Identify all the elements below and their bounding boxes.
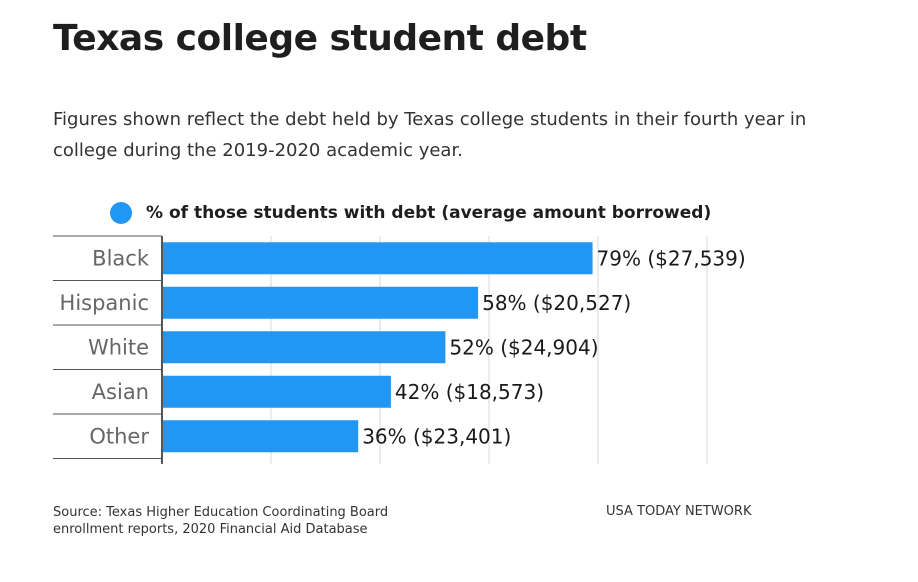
data-label: 79% ($27,539) xyxy=(597,246,746,270)
chart-title: Texas college student debt xyxy=(53,18,587,59)
bar xyxy=(162,420,359,453)
brand-credit: USA TODAY NETWORK xyxy=(606,504,752,519)
bar xyxy=(162,331,446,364)
category-label: Hispanic xyxy=(60,291,149,315)
data-label: 36% ($23,401) xyxy=(362,424,511,448)
legend: % of those students with debt (average a… xyxy=(110,202,711,224)
data-label: 52% ($24,904) xyxy=(449,335,598,359)
legend-label: % of those students with debt (average a… xyxy=(146,203,712,223)
bar xyxy=(162,375,391,408)
category-label: White xyxy=(88,335,149,359)
data-label: 58% ($20,527) xyxy=(482,291,631,315)
legend-dot-icon xyxy=(110,202,132,224)
bar xyxy=(162,286,479,319)
data-label: 42% ($18,573) xyxy=(395,380,544,404)
bar xyxy=(162,242,593,275)
category-label: Other xyxy=(89,424,149,448)
source-note: Source: Texas Higher Education Coordinat… xyxy=(53,505,389,537)
category-label: Asian xyxy=(92,380,149,404)
chart-subtitle: Figures shown reflect the debt held by T… xyxy=(53,109,807,161)
category-label: Black xyxy=(92,246,150,270)
